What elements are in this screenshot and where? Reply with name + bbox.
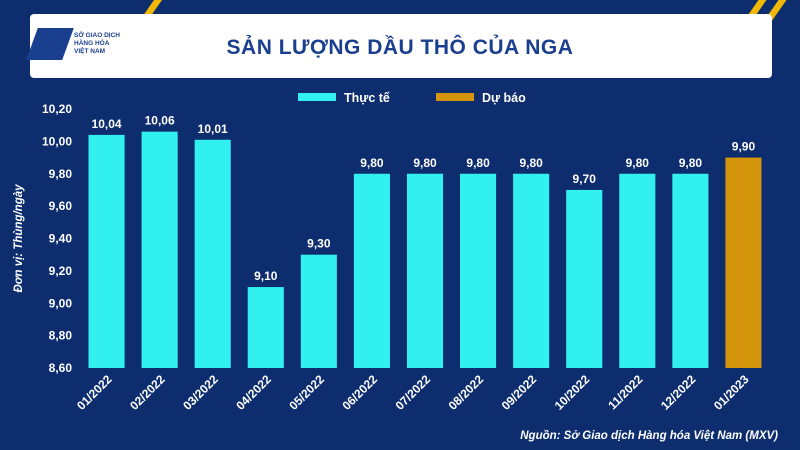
bar	[247, 287, 284, 368]
x-tick-label: 07/2022	[393, 372, 434, 413]
data-label: 10,01	[198, 122, 228, 136]
y-tick-label: 10,20	[42, 102, 72, 116]
bar	[300, 254, 337, 368]
legend-label: Dự báo	[482, 91, 526, 105]
bar	[353, 173, 390, 368]
x-tick-label: 10/2022	[552, 372, 593, 413]
data-label: 9,80	[679, 156, 703, 170]
x-tick-label: 02/2022	[127, 372, 168, 413]
y-tick-label: 9,80	[49, 167, 73, 181]
bar	[513, 173, 550, 368]
logo-text: SỞ GIAO DỊCH HÀNG HÓA VIỆT NAM	[74, 32, 120, 55]
source-note: Nguồn: Sở Giao dịch Hàng hóa Việt Nam (M…	[520, 430, 778, 442]
bar	[672, 173, 709, 368]
data-label: 9,80	[626, 156, 650, 170]
x-tick-label: 08/2022	[446, 372, 487, 413]
data-label: 10,06	[145, 114, 175, 128]
x-tick-label: 09/2022	[499, 372, 540, 413]
chart-title: SẢN LƯỢNG DẦU THÔ CỦA NGA	[226, 36, 574, 59]
data-label: 10,04	[92, 117, 122, 131]
logo: SỞ GIAO DỊCH HÀNG HÓA VIỆT NAM	[26, 28, 132, 68]
x-tick-label: 01/2022	[74, 372, 115, 413]
y-axis-title: Đơn vị: Thùng/ngày	[13, 184, 25, 293]
bar	[619, 173, 656, 368]
x-tick-label: 12/2022	[658, 372, 699, 413]
y-tick-label: 10,00	[42, 134, 72, 148]
y-tick-label: 9,40	[49, 232, 73, 246]
y-tick-label: 8,80	[49, 329, 73, 343]
y-tick-label: 8,60	[49, 361, 73, 375]
x-tick-label: 01/2023	[711, 372, 752, 413]
x-tick-label: 03/2022	[180, 372, 221, 413]
y-tick-label: 9,20	[49, 264, 73, 278]
bar	[194, 139, 231, 368]
x-tick-label: 06/2022	[339, 372, 380, 413]
bar	[460, 173, 497, 368]
legend-label: Thực tế	[344, 91, 390, 105]
x-tick-label: 05/2022	[286, 372, 327, 413]
data-label: 9,80	[413, 156, 437, 170]
bar	[88, 134, 125, 368]
bar	[141, 131, 178, 368]
legend-swatch	[298, 93, 336, 101]
x-tick-label: 04/2022	[233, 372, 274, 413]
bar	[566, 189, 603, 368]
y-tick-label: 9,60	[49, 199, 73, 213]
data-label: 9,70	[573, 172, 597, 186]
y-tick-label: 9,00	[49, 296, 73, 310]
x-tick-label: 11/2022	[605, 372, 645, 412]
data-label: 9,80	[360, 156, 384, 170]
data-label: 9,80	[519, 156, 543, 170]
data-label: 9,30	[307, 237, 331, 251]
bar	[725, 157, 762, 368]
data-label: 9,80	[466, 156, 490, 170]
title-bar	[30, 14, 772, 78]
data-label: 9,90	[732, 140, 756, 154]
bar	[406, 173, 444, 368]
data-label: 9,10	[254, 269, 278, 283]
legend-swatch	[436, 93, 474, 101]
